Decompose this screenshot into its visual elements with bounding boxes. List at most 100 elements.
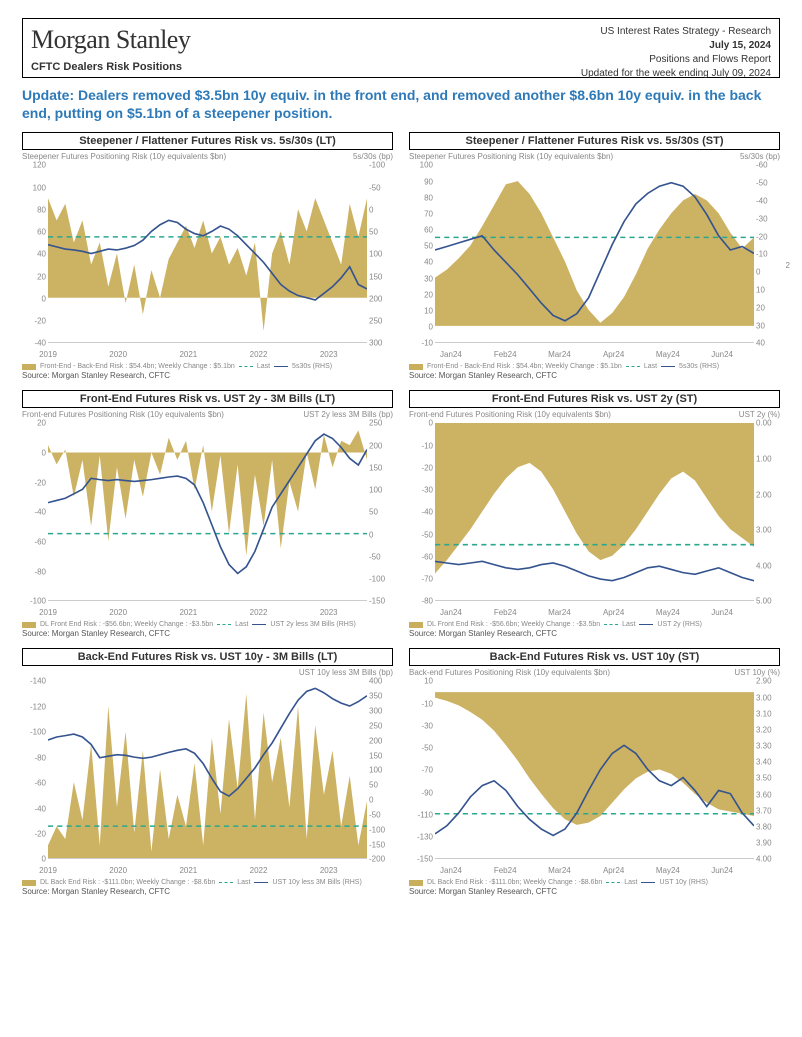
y-left-tick: -40 [22,804,46,813]
legend-swatch-icon [22,622,36,628]
y-right-tick: -150 [369,840,393,849]
y-right-tick: 5.00 [756,597,780,606]
x-tick: 2022 [250,350,268,359]
y-right-tick: 3.00 [756,526,780,535]
y-right-tick: 300 [369,707,393,716]
y-left-tick: -60 [22,538,46,547]
x-tick: 2019 [39,608,57,617]
x-tick: May24 [656,866,680,875]
x-tick: Jan24 [440,866,462,875]
x-tick: Jun24 [711,608,733,617]
y-left-tick: -90 [409,788,433,797]
x-tick: Jun24 [711,350,733,359]
y-right-tick: -50 [369,810,393,819]
y-left-tick: 20 [22,272,46,281]
chart-area: -40-20020406080100120-100-50050100150200… [22,161,393,361]
y-right-tick: 1.00 [756,454,780,463]
x-tick: May24 [656,608,680,617]
y-right-tick: 0 [756,268,780,277]
chart-area: 0-20-40-60-80-100-120-140400350300250200… [22,677,393,877]
x-tick: Apr24 [603,866,624,875]
legend-swatch-icon [22,880,36,886]
chart-title: Steepener / Flattener Futures Risk vs. 5… [409,132,780,150]
y-left-tick: 0 [22,294,46,303]
chart-sub-left: Steepener Futures Positioning Risk (10y … [22,152,226,161]
legend-rhs-text: 5s30s (RHS) [292,363,332,370]
chart-sub-left: Front-end Futures Positioning Risk (10y … [22,410,224,419]
chart-legend: DL Front End Risk : -$56.6bn; Weekly Cha… [409,621,780,628]
y-right-tick: 250 [369,721,393,730]
chart-source: Source: Morgan Stanley Research, CFTC [409,887,780,896]
y-left-tick: -80 [409,597,433,606]
y-right-tick: 20 [756,303,780,312]
x-tick: 2023 [320,350,338,359]
y-right-tick: 2.90 [756,677,780,686]
y-right-tick: 2.00 [756,490,780,499]
update-text: Update: Dealers removed $3.5bn 10y equiv… [22,86,780,122]
chart-cell: Front-End Futures Risk vs. UST 2y (ST)Fr… [409,390,780,642]
y-left-tick: -30 [409,486,433,495]
legend-rhs-text: UST 2y (RHS) [657,621,702,628]
chart-legend: Front-End - Back-End Risk : $54.4bn; Wee… [22,363,393,370]
charts-grid: Steepener / Flattener Futures Risk vs. 5… [22,132,780,900]
header-line1: US Interest Rates Strategy - Research [581,25,771,39]
y-right-tick: 0 [369,796,393,805]
y-right-tick: 3.60 [756,790,780,799]
y-left-tick: -30 [409,721,433,730]
y-left-tick: -40 [22,339,46,348]
legend-text: DL Front End Risk : -$56.6bn; Weekly Cha… [427,621,600,628]
legend-line-icon [252,624,266,625]
legend-last-text: Last [257,363,270,370]
legend-last-text: Last [237,879,250,886]
legend-swatch-icon [409,622,423,628]
y-right-tick: 100 [369,250,393,259]
y-left-tick: -10 [409,441,433,450]
y-left-tick: -110 [409,810,433,819]
y-left-tick: -20 [22,317,46,326]
y-right-tick: 200 [369,294,393,303]
legend-line-icon [274,366,288,367]
y-left-tick: -120 [22,702,46,711]
x-tick: 2021 [179,350,197,359]
chart-cell: Steepener / Flattener Futures Risk vs. 5… [409,132,780,384]
y-left-tick: 0 [409,323,433,332]
legend-line-icon [641,882,655,883]
x-tick: Jan24 [440,350,462,359]
y-left-tick: 40 [22,250,46,259]
legend-rhs-text: UST 10y (RHS) [659,879,708,886]
chart-title: Back-End Futures Risk vs. UST 10y (ST) [409,648,780,666]
legend-line-icon [661,366,675,367]
y-left-tick: -130 [409,833,433,842]
y-left-tick: 10 [409,677,433,686]
chart-area: -100-80-60-40-20020250200150100500-50-10… [22,419,393,619]
legend-dash-icon [239,366,253,367]
y-left-tick: -70 [409,766,433,775]
y-right-tick: 150 [369,751,393,760]
y-left-tick: 10 [409,307,433,316]
legend-rhs-text: 5s30s (RHS) [679,363,719,370]
y-right-tick: 3.40 [756,758,780,767]
chart-title: Front-End Futures Risk vs. UST 2y (ST) [409,390,780,408]
y-right-tick: 4.00 [756,561,780,570]
y-left-tick: 20 [22,419,46,428]
y-right-tick: -100 [369,161,393,170]
y-right-tick: 30 [756,321,780,330]
y-right-tick: 150 [369,463,393,472]
legend-text: Front-End - Back-End Risk : $54.4bn; Wee… [40,363,235,370]
y-left-tick: 80 [409,193,433,202]
chart-legend: DL Back End Risk : -$111.0bn; Weekly Cha… [22,879,393,886]
x-tick: Mar24 [548,608,571,617]
chart-title: Back-End Futures Risk vs. UST 10y - 3M B… [22,648,393,666]
x-tick: Jan24 [440,608,462,617]
y-right-tick: 3.80 [756,823,780,832]
header-meta: US Interest Rates Strategy - Research Ju… [581,25,771,81]
legend-text: DL Back End Risk : -$111.0bn; Weekly Cha… [40,879,215,886]
y-left-tick: 100 [22,183,46,192]
y-left-tick: -20 [22,478,46,487]
y-right-tick: 250 [369,419,393,428]
legend-swatch-icon [22,364,36,370]
y-right-tick: -40 [756,196,780,205]
y-right-tick: -150 [369,597,393,606]
legend-dash-icon [217,624,231,625]
y-left-tick: -50 [409,744,433,753]
